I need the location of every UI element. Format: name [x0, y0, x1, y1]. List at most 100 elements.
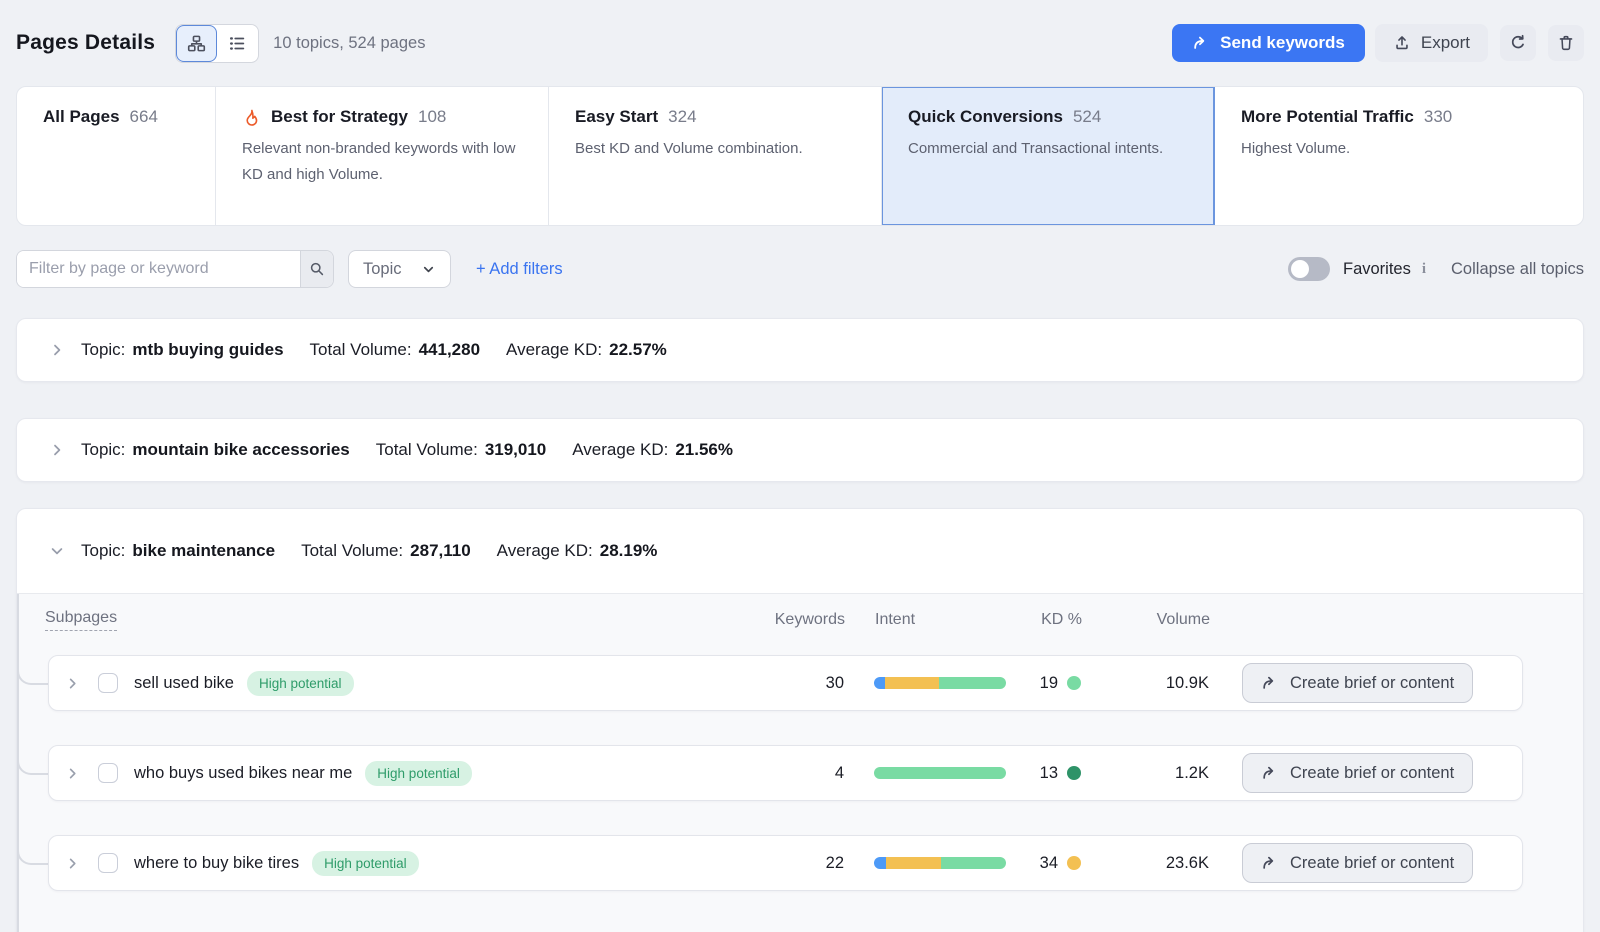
tab-count: 524: [1072, 107, 1102, 126]
tab-count: 108: [417, 107, 447, 126]
subpage-row: where to buy bike tires High potential 2…: [17, 819, 1523, 891]
total-volume-label: Total Volume:: [301, 541, 404, 560]
chevron-down-icon: [421, 262, 436, 277]
intent-segment-informational: [938, 677, 1006, 689]
send-keywords-button[interactable]: Send keywords: [1172, 24, 1365, 62]
create-brief-label: Create brief or content: [1290, 673, 1455, 692]
intent-bar: [874, 677, 1006, 689]
column-header-keywords: Keywords: [774, 611, 845, 628]
kd-value: 34: [1039, 853, 1058, 872]
filter-input[interactable]: [17, 251, 300, 287]
tab-count: 664: [129, 107, 158, 126]
subpage-name: where to buy bike tires: [134, 853, 300, 872]
refresh-icon: [1509, 34, 1527, 52]
row-checkbox[interactable]: [98, 853, 118, 873]
intent-segment-transactional: [874, 677, 885, 689]
favorites-toggle[interactable]: [1287, 257, 1330, 281]
delete-button[interactable]: [1548, 25, 1584, 61]
tab-all-pages[interactable]: All Pages 664: [17, 87, 216, 225]
topic-prefix: Topic:: [81, 440, 126, 459]
column-header-intent: Intent: [875, 611, 916, 628]
tab-label: More Potential Traffic: [1241, 107, 1414, 126]
tab-quick-conversions[interactable]: Quick Conversions 524 Commercial and Tra…: [882, 87, 1215, 225]
average-kd-label: Average KD:: [496, 541, 593, 560]
refresh-button[interactable]: [1500, 25, 1536, 61]
tab-label: All Pages: [43, 107, 120, 126]
filter-bar: Topic + Add filters Favorites i Collapse…: [16, 250, 1584, 288]
view-toggle: [175, 23, 260, 63]
topic-header[interactable]: Topic: mtb buying guides Total Volume: 4…: [17, 319, 1583, 381]
favorites-label: Favorites: [1342, 259, 1411, 278]
intent-bar: [874, 767, 1006, 779]
sitemap-icon: [187, 34, 206, 53]
volume-value: 10.9K: [1165, 673, 1209, 692]
topic-header[interactable]: Topic: mountain bike accessories Total V…: [17, 419, 1583, 481]
total-volume-label: Total Volume:: [309, 340, 412, 359]
tab-description: Highest Volume.: [1241, 140, 1351, 157]
upload-icon: [1393, 34, 1411, 52]
subpage-name: sell used bike: [134, 673, 234, 692]
tab-label: Quick Conversions: [908, 107, 1063, 126]
send-keywords-label: Send keywords: [1220, 33, 1345, 52]
row-checkbox[interactable]: [98, 763, 118, 783]
create-brief-button[interactable]: Create brief or content: [1242, 843, 1474, 883]
topic-dropdown-label: Topic: [363, 259, 402, 278]
arrow-curve-right-icon: [1192, 34, 1210, 52]
kd-dot: [1067, 856, 1081, 870]
export-button[interactable]: Export: [1374, 24, 1488, 62]
keywords-count: 4: [834, 763, 844, 782]
topic-name: bike maintenance: [132, 541, 276, 560]
tab-description: Best KD and Volume combination.: [575, 140, 803, 157]
chevron-right-icon[interactable]: [65, 766, 80, 781]
magnifier-icon: [308, 260, 326, 278]
arrow-curve-right-icon: [1261, 764, 1279, 782]
kd-dot: [1067, 766, 1081, 780]
chevron-right-icon[interactable]: [65, 676, 80, 691]
tab-more-potential-traffic[interactable]: More Potential Traffic 330 Highest Volum…: [1215, 87, 1583, 225]
add-filters-link[interactable]: + Add filters: [476, 259, 563, 278]
intent-bar: [874, 857, 1006, 869]
average-kd-value: 21.56%: [675, 440, 734, 459]
page-title: Pages Details: [16, 31, 156, 54]
topic-header[interactable]: Topic: bike maintenance Total Volume: 28…: [17, 509, 1583, 593]
topic-prefix: Topic:: [81, 541, 126, 560]
total-volume-value: 319,010: [484, 440, 547, 459]
create-brief-label: Create brief or content: [1290, 853, 1455, 872]
total-volume-label: Total Volume:: [375, 440, 478, 459]
list-icon: [228, 34, 247, 53]
kd-value: 19: [1039, 673, 1058, 692]
keywords-count: 22: [825, 853, 844, 872]
search-button[interactable]: [300, 251, 333, 287]
tab-label: Easy Start: [575, 107, 659, 126]
chevron-down-icon: [49, 543, 65, 559]
topic-card: Topic: mtb buying guides Total Volume: 4…: [16, 318, 1584, 382]
create-brief-button[interactable]: Create brief or content: [1242, 753, 1474, 793]
topics-pages-summary: 10 topics, 524 pages: [273, 33, 426, 52]
topic-dropdown[interactable]: Topic: [348, 250, 451, 288]
tab-count: 330: [1423, 107, 1453, 126]
chevron-right-icon[interactable]: [65, 856, 80, 871]
tree-view-button[interactable]: [176, 24, 218, 62]
row-checkbox[interactable]: [98, 673, 118, 693]
toggle-knob: [1290, 260, 1309, 278]
topic-card-expanded: Topic: bike maintenance Total Volume: 28…: [16, 508, 1584, 932]
subpages-list: sell used bike High potential 30 19 10.9…: [17, 639, 1583, 891]
average-kd-value: 22.57%: [609, 340, 667, 359]
subpages-table: Subpages Keywords Intent KD % Volume sel…: [17, 593, 1583, 932]
chevron-right-icon: [49, 342, 65, 358]
tab-label: Best for Strategy: [271, 107, 408, 126]
create-brief-button[interactable]: Create brief or content: [1242, 663, 1474, 703]
tab-best-for-strategy[interactable]: Best for Strategy 108 Relevant non-brand…: [216, 87, 549, 225]
kd-dot: [1067, 676, 1081, 690]
tab-easy-start[interactable]: Easy Start 324 Best KD and Volume combin…: [549, 87, 882, 225]
keywords-count: 30: [825, 673, 844, 692]
average-kd-label: Average KD:: [506, 340, 603, 359]
column-header-volume: Volume: [1156, 611, 1210, 628]
list-view-button[interactable]: [217, 24, 259, 62]
subpage-name: who buys used bikes near me: [134, 763, 353, 782]
intent-segment-informational: [874, 767, 1006, 779]
collapse-all-topics-button[interactable]: Collapse all topics: [1451, 259, 1584, 278]
tab-description: Relevant non-branded keywords with low K…: [242, 140, 516, 184]
info-icon[interactable]: i: [1421, 260, 1427, 277]
total-volume-value: 441,280: [418, 340, 481, 359]
